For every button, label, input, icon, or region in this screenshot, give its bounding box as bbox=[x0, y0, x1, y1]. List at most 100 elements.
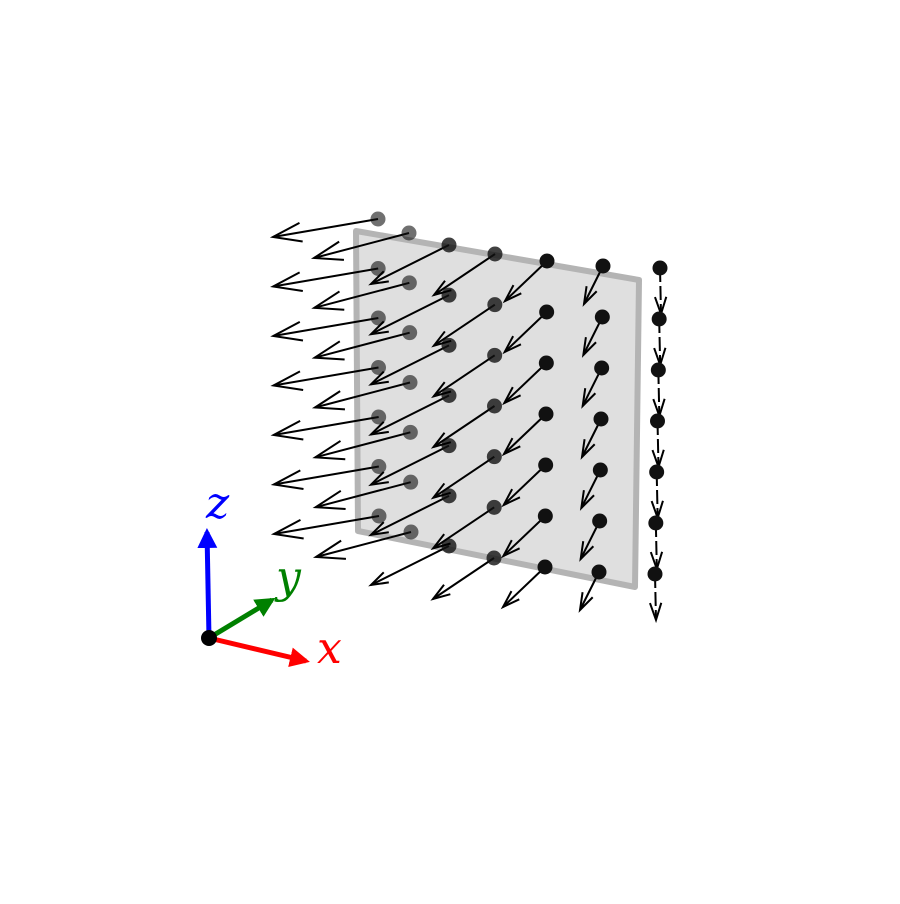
vector-arrowhead bbox=[578, 592, 594, 613]
sample-point bbox=[371, 360, 386, 375]
z-axis-arrow bbox=[197, 528, 218, 639]
field-vector bbox=[270, 459, 387, 490]
vector-arrowhead bbox=[270, 271, 303, 292]
x-axis-label: x bbox=[317, 623, 342, 674]
vector-arrow bbox=[272, 218, 379, 238]
vector-arrowhead bbox=[270, 370, 304, 391]
vector-arrowhead bbox=[312, 539, 347, 560]
field-vector bbox=[368, 488, 457, 537]
axes-triad: x y z bbox=[197, 478, 342, 674]
vector-arrowhead bbox=[580, 439, 596, 460]
vector-arrowhead bbox=[431, 280, 452, 297]
field-vector bbox=[502, 304, 555, 355]
sample-point bbox=[402, 424, 418, 440]
field-vector bbox=[270, 508, 387, 540]
vector-arrow bbox=[503, 311, 548, 353]
y-axis-label: y bbox=[274, 552, 302, 603]
sample-point bbox=[486, 449, 502, 465]
sample-point bbox=[592, 513, 608, 529]
field-vector bbox=[581, 309, 610, 358]
vector-arrow bbox=[504, 260, 548, 302]
vector-arrow bbox=[370, 244, 450, 285]
field-vector bbox=[650, 362, 666, 420]
field-vector bbox=[430, 499, 502, 551]
vector-arrow bbox=[656, 420, 660, 468]
vector-arrowhead bbox=[501, 488, 521, 508]
field-vector bbox=[312, 424, 418, 461]
vector-arrow bbox=[657, 369, 661, 417]
vector-arrow bbox=[314, 381, 411, 409]
sample-point bbox=[486, 550, 502, 566]
field-vector bbox=[647, 566, 663, 624]
field-vector bbox=[651, 311, 667, 369]
sample-point bbox=[647, 566, 663, 582]
z-axis-label: z bbox=[205, 478, 230, 529]
vector-arrowhead bbox=[430, 584, 451, 601]
vector-arrow bbox=[313, 232, 410, 259]
sample-point bbox=[650, 362, 666, 378]
vector-arrow bbox=[502, 464, 547, 506]
sample-point bbox=[594, 309, 610, 325]
field-vector bbox=[312, 524, 419, 560]
vector-arrowhead bbox=[368, 270, 389, 286]
field-vector bbox=[368, 237, 457, 286]
vector-arrowhead bbox=[312, 489, 346, 511]
sample-point bbox=[537, 559, 553, 575]
vector-arrowhead bbox=[502, 335, 522, 355]
vector-arrowhead bbox=[311, 390, 346, 411]
sample-point bbox=[652, 260, 668, 276]
field-vector bbox=[648, 515, 664, 573]
field-vector bbox=[500, 559, 553, 610]
sample-point bbox=[595, 258, 611, 274]
vector-arrow bbox=[658, 318, 662, 366]
vector-arrow bbox=[370, 344, 450, 386]
vector-arrow bbox=[503, 362, 548, 404]
vector-arrow bbox=[273, 317, 379, 337]
vector-arrowhead bbox=[581, 388, 597, 409]
field-vector bbox=[368, 388, 457, 436]
field-vector bbox=[269, 211, 386, 243]
field-vector bbox=[501, 508, 553, 559]
vector-arrowhead bbox=[311, 340, 345, 361]
sample-point bbox=[650, 413, 665, 429]
field-vector bbox=[502, 253, 555, 304]
vector-arrow bbox=[314, 331, 410, 359]
vector-arrowhead bbox=[368, 370, 389, 386]
sample-point bbox=[487, 297, 503, 313]
field-vector bbox=[270, 360, 386, 391]
sample-point bbox=[537, 508, 553, 524]
x-axis-arrow bbox=[208, 635, 310, 668]
sample-point bbox=[651, 311, 667, 327]
vector-arrowhead bbox=[501, 437, 521, 457]
sample-point bbox=[441, 538, 457, 554]
field-vector bbox=[311, 325, 418, 361]
sample-point bbox=[441, 438, 457, 454]
field-vector bbox=[368, 538, 457, 587]
field-vector bbox=[430, 398, 502, 449]
field-vector bbox=[582, 258, 611, 307]
axes-origin-point bbox=[201, 630, 217, 646]
vector-arrow bbox=[315, 531, 412, 558]
vector-arrowhead bbox=[430, 533, 451, 551]
vector-arrowhead bbox=[501, 539, 521, 559]
vector-arrow bbox=[370, 494, 450, 536]
vector-arrow bbox=[273, 465, 380, 486]
sample-point bbox=[649, 464, 665, 480]
vector-arrowhead bbox=[579, 541, 595, 562]
field-vector bbox=[430, 550, 502, 601]
vector-arrow bbox=[273, 366, 379, 387]
vector-arrowhead bbox=[430, 482, 451, 500]
vector-arrowhead bbox=[368, 320, 389, 336]
sample-point bbox=[591, 564, 607, 580]
sample-point bbox=[648, 515, 664, 531]
sample-point bbox=[487, 246, 503, 262]
field-vector bbox=[311, 275, 417, 311]
field-vector bbox=[501, 406, 554, 457]
vector-arrow bbox=[314, 281, 410, 309]
sample-point bbox=[487, 398, 502, 414]
field-vector bbox=[579, 513, 608, 562]
sample-point bbox=[371, 508, 387, 524]
vector-arrowhead bbox=[500, 590, 520, 610]
vector-arrow bbox=[370, 294, 450, 336]
